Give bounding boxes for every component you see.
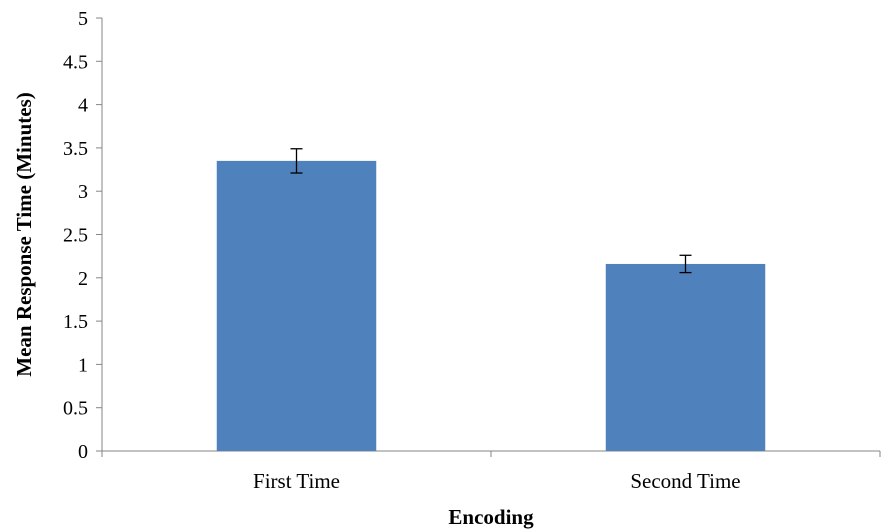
y-tick-label: 2.5: [63, 225, 88, 247]
error-bars: [290, 148, 692, 274]
y-tick-label: 1: [78, 354, 88, 376]
bars: [216, 160, 766, 451]
y-tick-label: 2: [78, 268, 88, 290]
bar: [216, 160, 377, 451]
y-tick-label: 3.5: [63, 138, 88, 160]
y-tick-label: 0.5: [63, 398, 88, 420]
bar: [605, 263, 766, 451]
x-tick-label: Second Time: [630, 469, 740, 493]
y-axis-title: Mean Response Time (Minutes): [12, 92, 36, 376]
y-axis: 0 0.5 1 1.5 2 2.5 3 3.5 4 4.5 5: [63, 8, 103, 463]
y-tick-label: 3: [78, 181, 88, 203]
y-tick-label: 4.5: [63, 51, 88, 73]
y-tick-label: 5: [78, 8, 88, 30]
x-tick-label: First Time: [253, 469, 340, 493]
x-axis-title: Encoding: [448, 505, 534, 529]
y-tick-label: 0: [78, 441, 88, 463]
x-axis: First Time Second Time: [101, 450, 881, 493]
y-tick-label: 4: [78, 95, 88, 117]
y-tick-label: 1.5: [63, 311, 88, 333]
